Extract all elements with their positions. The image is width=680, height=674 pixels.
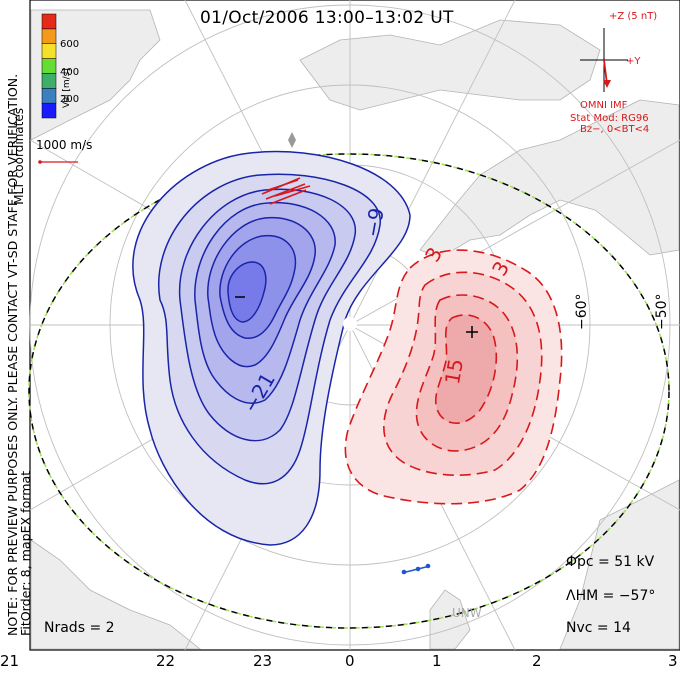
n-vc-value: Nvc = 14 (566, 620, 631, 636)
colorbar-tick-200: 200 (60, 94, 80, 105)
velocity-vectors-low (401, 563, 431, 575)
pole-marker (343, 317, 357, 331)
colorbar-tick-400: 400 (60, 67, 80, 78)
contour-label-neg-9: −9 (360, 205, 389, 240)
phi-pc-value: Φpc = 51 kV (566, 554, 655, 570)
colorbar-swatch (41, 13, 57, 30)
map-title: 01/Oct/2006 13:00–13:02 UT (200, 8, 454, 28)
imf-z-label: +Z (5 nT) (609, 11, 658, 22)
mlt-label-23: 23 (253, 652, 273, 670)
mlt-label-0: 0 (345, 652, 355, 670)
imf-condition: Bz−, 0<BT<4 (580, 124, 650, 135)
hm-boundary-overlay (28, 153, 670, 629)
colorbar-tick-600: 600 (60, 39, 80, 50)
station-label: UNW (452, 606, 482, 620)
mlt-axis: 21 22 23 0 1 2 3 (0, 652, 680, 674)
imf-y-label: +Y (626, 56, 641, 67)
negative-cell (132, 150, 411, 546)
colorbar-swatch (41, 58, 57, 74)
mlt-label-1: 1 (432, 652, 442, 670)
mlt-label-21: 21 (0, 652, 20, 670)
coastline-bottom-right (429, 589, 471, 650)
max-marker (466, 326, 478, 338)
colorbar-swatch (41, 88, 57, 104)
lambda-hm-value: ΛHM = −57° (566, 588, 656, 604)
imf-model: Stat Mod: RG96 (570, 113, 649, 124)
colorbar-swatch (41, 102, 57, 119)
fit-order-note: FitOrder: 8, mapEX format (18, 470, 33, 636)
mlt-label-3: 3 (668, 652, 678, 670)
colorbar-swatch (41, 43, 57, 59)
colorbar-swatch (41, 28, 57, 44)
positive-cell (344, 249, 563, 505)
coastline-left (30, 9, 161, 141)
coastline-bottom (30, 539, 202, 650)
coastline-north-right (419, 99, 680, 259)
imf-source: OMNI IMF (580, 100, 628, 111)
contour-label-pos-15: 15 (440, 356, 469, 387)
n-rads-value: Nrads = 2 (44, 620, 115, 636)
vector-scale-label: 1000 m/s (36, 138, 93, 152)
coastline-right-low (559, 479, 680, 650)
mlt-label-22: 22 (156, 652, 176, 670)
colorbar-swatch (41, 73, 57, 89)
lat-label-50: −50° (654, 293, 670, 330)
velocity-vectors (261, 177, 311, 205)
mlt-label-2: 2 (532, 652, 542, 670)
lat-label-60: −60° (574, 293, 590, 330)
station-marker (288, 132, 296, 148)
velocity-colorbar (41, 13, 57, 119)
coastline-layer (30, 9, 680, 650)
coastline-north-top (299, 19, 601, 111)
